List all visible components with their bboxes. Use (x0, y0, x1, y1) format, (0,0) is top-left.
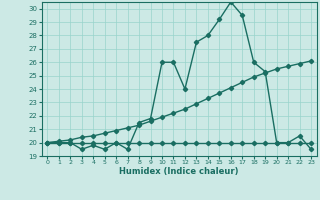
X-axis label: Humidex (Indice chaleur): Humidex (Indice chaleur) (119, 167, 239, 176)
